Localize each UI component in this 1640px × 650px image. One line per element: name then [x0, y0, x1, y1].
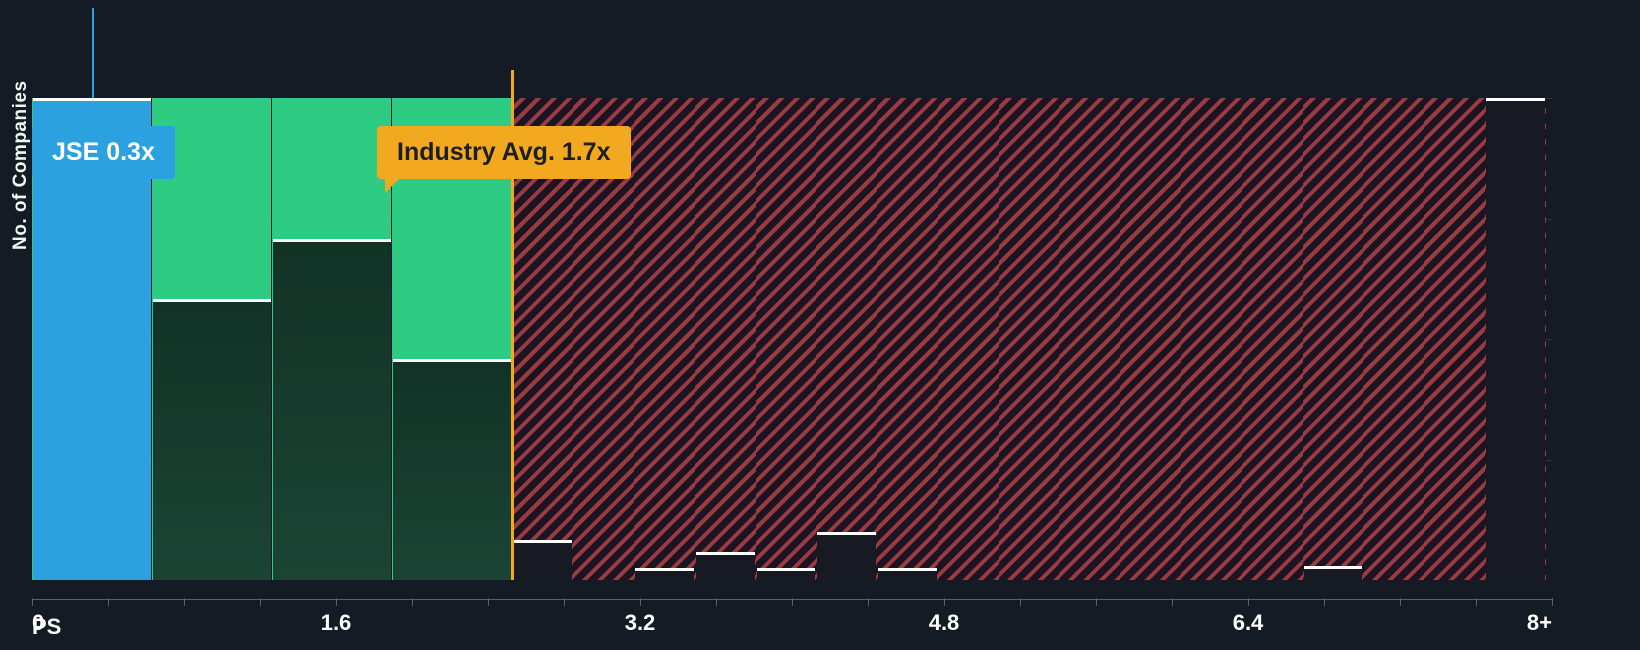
histogram-bar-20[interactable]	[1486, 98, 1545, 580]
bar-cap-2	[273, 239, 391, 242]
bar-cap-17	[1304, 566, 1363, 569]
bin-background-17	[1303, 98, 1364, 580]
histogram-bar-2[interactable]	[273, 239, 391, 580]
bin-background-7	[695, 98, 756, 580]
bin-background-15	[1181, 98, 1242, 580]
bin-background-18	[1363, 98, 1424, 580]
bin-background-14	[1120, 98, 1181, 580]
bar-cap-9	[817, 532, 876, 535]
bin-background-9	[816, 98, 877, 580]
x-tick-label-5: 8+	[1527, 610, 1552, 636]
bar-cap-0	[33, 98, 151, 101]
histogram-bar-1[interactable]	[153, 299, 271, 580]
x-tick-label-2: 3.2	[625, 610, 656, 636]
industry-avg-callout[interactable]: Industry Avg. 1.7x	[377, 126, 631, 179]
histogram-bar-7[interactable]	[696, 552, 755, 580]
histogram-bar-6[interactable]	[635, 568, 694, 580]
jse-connector-line	[92, 8, 94, 98]
bar-cap-4	[513, 540, 572, 543]
x-tick-label-3: 4.8	[929, 610, 960, 636]
bin-background-12	[999, 98, 1060, 580]
x-axis-ticks	[32, 600, 1552, 606]
x-axis-labels: 0 1.6 3.2 4.8 6.4 8+	[32, 610, 1552, 640]
bin-background-13	[1059, 98, 1120, 580]
x-tick-label-1: 1.6	[321, 610, 352, 636]
bar-cap-10	[878, 568, 937, 571]
bin-background-11	[938, 98, 999, 580]
bin-background-16	[1242, 98, 1303, 580]
bin-background-6	[634, 98, 695, 580]
histogram-bar-10[interactable]	[878, 568, 937, 580]
histogram-bar-3[interactable]	[393, 359, 511, 580]
y-axis-label: No. of Companies	[10, 80, 32, 250]
x-tick-label-0: 0	[32, 610, 44, 636]
plot-area: 12	[32, 98, 1552, 580]
histogram-bar-9[interactable]	[817, 532, 876, 580]
histogram-bar-17[interactable]	[1304, 566, 1363, 580]
bin-background-19	[1424, 98, 1485, 580]
bar-cap-1	[153, 299, 271, 302]
histogram-bar-8[interactable]	[757, 568, 816, 580]
histogram-bar-4[interactable]	[513, 540, 572, 580]
jse-callout[interactable]: JSE 0.3x	[32, 126, 175, 179]
x-tick-label-4: 6.4	[1233, 610, 1264, 636]
bars-row	[32, 98, 1552, 580]
bar-cap-6	[635, 568, 694, 571]
bar-cap-7	[696, 552, 755, 555]
bar-cap-20	[1486, 98, 1545, 101]
bar-cap-8	[757, 568, 816, 571]
bin-background-10	[877, 98, 938, 580]
bin-background-8	[756, 98, 817, 580]
bar-cap-3	[393, 359, 511, 362]
histogram-chart: 12	[0, 0, 1640, 650]
